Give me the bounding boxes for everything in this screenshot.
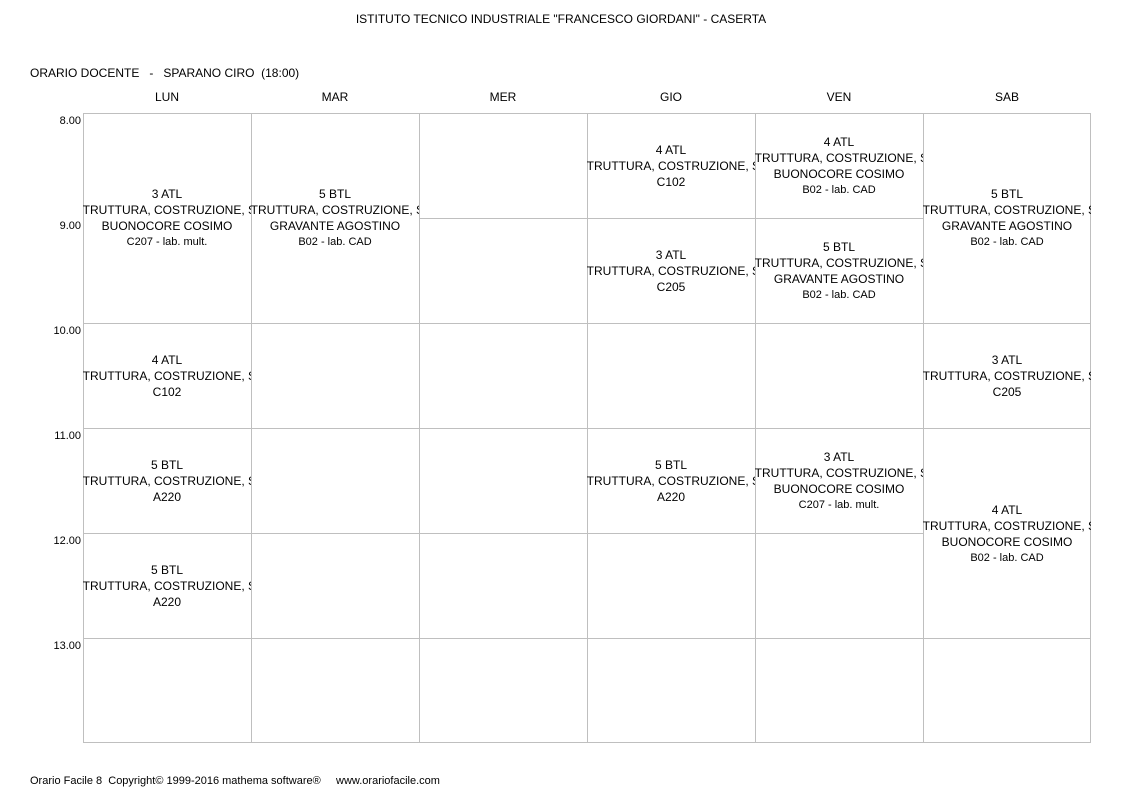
empty-slot bbox=[419, 113, 587, 218]
day-header-ven: VEN bbox=[826, 90, 852, 104]
lesson-cell: 3 ATL STRUTTURA, COSTRUZIONE, SI C205 bbox=[587, 218, 755, 323]
lesson-room: B02 - lab. CAD bbox=[970, 551, 1044, 564]
lesson-cell: 5 BTL STRUTTURA, COSTRUZIONE, SI GRAVANTE … bbox=[251, 113, 419, 323]
lesson-class: 3 ATL bbox=[151, 187, 183, 201]
lesson-extra: C102 bbox=[656, 174, 686, 189]
lesson-cell: 3 ATL STRUTTURA, COSTRUZIONE, SI BUONOCORE… bbox=[755, 428, 923, 533]
lesson-class: 4 ATL bbox=[823, 134, 855, 149]
lesson-cell: 5 BTL STRUTTURA, COSTRUZIONE, SI A220 bbox=[83, 428, 251, 533]
day-header-lun: LUN bbox=[154, 90, 179, 104]
lesson-subject: STRUTTURA, COSTRUZIONE, SI bbox=[83, 369, 251, 383]
lesson-class: 5 BTL bbox=[150, 458, 183, 472]
lesson-class: 3 ATL bbox=[655, 248, 687, 262]
lesson-subject: STRUTTURA, COSTRUZIONE, SI bbox=[83, 474, 251, 488]
lesson-subject: STRUTTURA, COSTRUZIONE, SI bbox=[755, 466, 923, 480]
lesson-room: B02 - lab. CAD bbox=[298, 236, 372, 248]
day-header-mer: MER bbox=[489, 90, 517, 104]
hour-label: 12.00 bbox=[53, 535, 81, 547]
empty-slot bbox=[251, 428, 419, 533]
lesson-cell: 4 ATL STRUTTURA, COSTRUZIONE, SI C102 bbox=[83, 323, 251, 428]
lesson-subject: STRUTTURA, COSTRUZIONE, SI bbox=[755, 256, 923, 270]
empty-slot bbox=[83, 638, 251, 743]
empty-slot bbox=[251, 638, 419, 743]
lesson-cell: 5 BTL STRUTTURA, COSTRUZIONE, SI A220 bbox=[83, 533, 251, 638]
lesson-subject: STRUTTURA, COSTRUZIONE, SI bbox=[923, 518, 1091, 533]
empty-slot bbox=[419, 638, 587, 743]
lesson-class: 5 BTL bbox=[990, 187, 1023, 201]
lesson-class: 5 BTL bbox=[318, 187, 351, 201]
empty-slot bbox=[755, 533, 923, 638]
empty-slot bbox=[923, 638, 1091, 743]
lesson-extra: C102 bbox=[152, 385, 182, 399]
lesson-extra: GRAVANTE AGOSTINO bbox=[269, 219, 401, 233]
lesson-subject: STRUTTURA, COSTRUZIONE, SI bbox=[251, 203, 419, 217]
lesson-extra: A220 bbox=[152, 490, 182, 504]
empty-slot bbox=[755, 638, 923, 743]
lesson-extra: BUONOCORE COSIMO bbox=[101, 219, 233, 233]
day-header-sab: SAB bbox=[994, 90, 1019, 104]
empty-slot bbox=[755, 323, 923, 428]
lesson-subject: STRUTTURA, COSTRUZIONE, SI bbox=[587, 264, 755, 278]
lesson-cell: 5 BTL STRUTTURA, COSTRUZIONE, SI A220 bbox=[587, 428, 755, 533]
empty-slot bbox=[251, 323, 419, 428]
empty-slot bbox=[587, 323, 755, 428]
lesson-class: 5 BTL bbox=[822, 240, 855, 254]
hour-label: 11.00 bbox=[54, 430, 81, 442]
empty-slot bbox=[251, 533, 419, 638]
lesson-extra: A220 bbox=[152, 595, 182, 609]
hour-label: 10.00 bbox=[53, 325, 81, 337]
lesson-room: C207 - lab. mult. bbox=[798, 499, 880, 511]
empty-slot bbox=[419, 428, 587, 533]
lesson-extra: C205 bbox=[656, 280, 686, 294]
lesson-class: 4 ATL bbox=[655, 142, 687, 157]
lesson-extra: BUONOCORE COSIMO bbox=[941, 534, 1073, 549]
footer-copyright: Orario Facile 8 Copyright© 1999-2016 mat… bbox=[30, 775, 440, 787]
lesson-subject: STRUTTURA, COSTRUZIONE, SI bbox=[755, 150, 923, 165]
empty-slot bbox=[419, 218, 587, 323]
day-header-gio: GIO bbox=[659, 90, 682, 104]
empty-slot bbox=[587, 638, 755, 743]
lesson-subject: STRUTTURA, COSTRUZIONE, SI bbox=[923, 203, 1091, 217]
lesson-cell: 4 ATL STRUTTURA, COSTRUZIONE, SI BUONOCORE… bbox=[755, 113, 923, 218]
lesson-cell: 4 ATL STRUTTURA, COSTRUZIONE, SI C102 bbox=[587, 113, 755, 218]
lesson-class: 4 ATL bbox=[991, 502, 1023, 517]
lesson-class: 3 ATL bbox=[823, 450, 855, 464]
lesson-room: B02 - lab. CAD bbox=[802, 289, 876, 301]
lesson-extra: C205 bbox=[992, 385, 1022, 399]
lesson-subject: STRUTTURA, COSTRUZIONE, SI bbox=[83, 579, 251, 593]
lesson-subject: STRUTTURA, COSTRUZIONE, SI bbox=[83, 203, 251, 217]
lesson-cell: 3 ATL STRUTTURA, COSTRUZIONE, SI BUONOCORE… bbox=[83, 113, 251, 323]
lesson-extra: GRAVANTE AGOSTINO bbox=[773, 272, 905, 286]
page-title: ISTITUTO TECNICO INDUSTRIALE "FRANCESCO … bbox=[355, 12, 767, 26]
lesson-cell: 5 BTL STRUTTURA, COSTRUZIONE, SI GRAVANTE … bbox=[923, 113, 1091, 323]
day-header-mar: MAR bbox=[321, 90, 349, 104]
lesson-cell: 5 BTL STRUTTURA, COSTRUZIONE, SI GRAVANTE … bbox=[755, 218, 923, 323]
lesson-room: C207 - lab. mult. bbox=[126, 236, 208, 248]
lesson-subject: STRUTTURA, COSTRUZIONE, SI bbox=[587, 158, 755, 173]
lesson-class: 5 BTL bbox=[654, 458, 687, 472]
lesson-subject: STRUTTURA, COSTRUZIONE, SI bbox=[587, 474, 755, 488]
lesson-extra: GRAVANTE AGOSTINO bbox=[941, 219, 1073, 233]
lesson-extra: BUONOCORE COSIMO bbox=[773, 482, 905, 496]
hour-label: 13.00 bbox=[53, 640, 81, 652]
lesson-extra: BUONOCORE COSIMO bbox=[773, 166, 905, 181]
lesson-class: 3 ATL bbox=[991, 353, 1023, 367]
hour-label: 9.00 bbox=[59, 220, 81, 232]
hour-label: 8.00 bbox=[59, 115, 81, 127]
lesson-room: B02 - lab. CAD bbox=[802, 183, 876, 196]
lesson-class: 4 ATL bbox=[151, 353, 183, 367]
lesson-class: 5 BTL bbox=[150, 563, 183, 577]
empty-slot bbox=[419, 533, 587, 638]
teacher-line: ORARIO DOCENTE - SPARANO CIRO (18:00) bbox=[30, 66, 300, 80]
empty-slot bbox=[587, 533, 755, 638]
empty-slot bbox=[419, 323, 587, 428]
lesson-cell: 4 ATL STRUTTURA, COSTRUZIONE, SI BUONOCORE… bbox=[923, 428, 1091, 638]
lesson-extra: A220 bbox=[656, 490, 686, 504]
lesson-room: B02 - lab. CAD bbox=[970, 236, 1044, 248]
lesson-subject: STRUTTURA, COSTRUZIONE, SI bbox=[923, 369, 1091, 383]
lesson-cell: 3 ATL STRUTTURA, COSTRUZIONE, SI C205 bbox=[923, 323, 1091, 428]
